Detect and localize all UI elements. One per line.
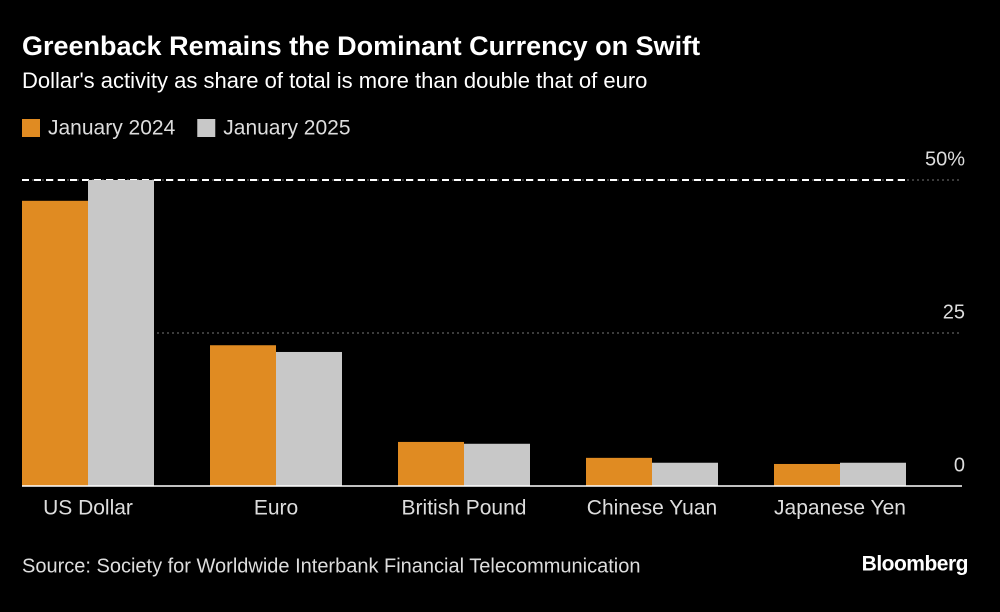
bar	[464, 443, 530, 486]
bar	[586, 457, 652, 486]
chart-title: Greenback Remains the Dominant Currency …	[22, 31, 700, 61]
legend-label: January 2025	[223, 117, 350, 140]
bar	[774, 463, 840, 486]
x-tick-label: Japanese Yen	[774, 497, 906, 520]
bar	[210, 345, 276, 486]
bar	[88, 180, 154, 486]
x-tick-label: Euro	[254, 497, 298, 520]
bar	[398, 441, 464, 486]
x-tick-label: British Pound	[402, 497, 527, 520]
bar	[652, 462, 718, 486]
legend-swatch	[197, 119, 216, 137]
bar	[22, 200, 88, 487]
source-note: Source: Society for Worldwide Interbank …	[22, 555, 640, 577]
y-tick-label: 25	[943, 301, 965, 323]
x-tick-label: US Dollar	[43, 497, 133, 520]
chart-subtitle: Dollar's activity as share of total is m…	[22, 68, 647, 93]
legend-swatch	[22, 119, 40, 137]
x-tick-label: Chinese Yuan	[587, 497, 717, 520]
brand-logo: Bloomberg	[862, 553, 968, 576]
bar	[840, 462, 906, 486]
bar	[276, 351, 342, 486]
y-tick-label: 0	[954, 454, 965, 476]
y-tick-label: 50%	[925, 148, 965, 170]
legend-label: January 2024	[48, 117, 176, 140]
